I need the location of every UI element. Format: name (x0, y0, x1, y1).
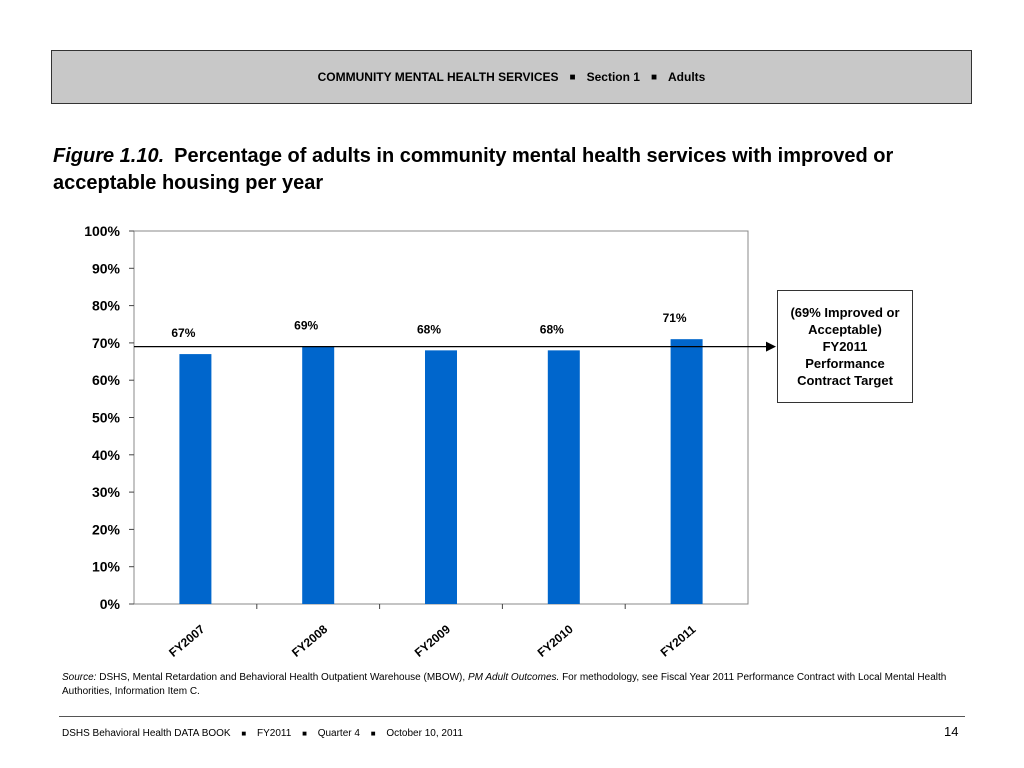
footer-quarter: Quarter 4 (317, 728, 360, 739)
footer-separator-1: ■ (241, 729, 247, 738)
header-section-name: COMMUNITY MENTAL HEALTH SERVICES (317, 70, 559, 84)
x-tick-label: FY2007 (166, 622, 207, 660)
x-tick-label: FY2009 (412, 622, 453, 660)
header-separator-2: ■ (650, 71, 657, 83)
y-tick-label: 0% (100, 596, 121, 612)
data-label: 67% (171, 326, 195, 340)
y-tick-label: 40% (92, 447, 121, 463)
footer-separator-3: ■ (370, 729, 376, 738)
data-label: 69% (294, 319, 318, 333)
x-tick-label: FY2008 (289, 622, 330, 660)
x-tick-label: FY2010 (535, 622, 576, 660)
target-arrowhead (766, 341, 776, 352)
y-tick-label: 20% (92, 521, 121, 537)
source-text-before: DSHS, Mental Retardation and Behavioral … (99, 672, 466, 683)
header-separator-1: ■ (569, 71, 576, 83)
target-annotation-text: (69% Improved or Acceptable) FY2011 Perf… (790, 305, 900, 388)
bar-fy2007 (179, 354, 212, 604)
data-label: 68% (540, 322, 564, 336)
data-label: 71% (663, 311, 687, 325)
data-label: 68% (417, 322, 441, 336)
y-tick-label: 100% (84, 223, 120, 239)
figure-title: Figure 1.10. Percentage of adults in comm… (53, 143, 933, 197)
source-note: Source: DSHS, Mental Retardation and Beh… (62, 671, 962, 699)
x-tick-label: FY2011 (658, 622, 699, 660)
y-tick-label: 50% (92, 410, 121, 426)
y-tick-label: 30% (92, 484, 121, 500)
y-tick-label: 80% (92, 298, 121, 314)
page-number: 14 (944, 724, 959, 739)
y-tick-label: 90% (92, 260, 121, 276)
bar-fy2008 (302, 346, 335, 604)
section-header: COMMUNITY MENTAL HEALTH SERVICES ■ Secti… (51, 50, 972, 104)
y-tick-label: 10% (92, 559, 121, 575)
y-tick-label: 70% (92, 335, 121, 351)
bar-fy2010 (547, 350, 580, 604)
footer-fiscal-year: FY2011 (257, 728, 292, 739)
header-section-number: Section 1 (586, 70, 640, 84)
footer-publication: DSHS Behavioral Health DATA BOOK (62, 728, 231, 739)
target-annotation-box: (69% Improved or Acceptable) FY2011 Perf… (777, 290, 913, 403)
footer-divider (59, 716, 965, 717)
bar-fy2009 (425, 350, 457, 604)
bar-fy2011 (670, 339, 703, 604)
footer-date: October 10, 2011 (386, 728, 463, 739)
footer: DSHS Behavioral Health DATA BOOK ■ FY201… (62, 728, 463, 739)
y-tick-label: 60% (92, 372, 121, 388)
footer-separator-2: ■ (302, 729, 307, 738)
figure-label: Figure 1.10. (53, 145, 165, 167)
source-text-after: For methodology, see Fiscal Year 2011 Pe… (62, 672, 947, 697)
figure-title-text: Percentage of adults in community mental… (53, 145, 894, 194)
header-audience: Adults (668, 70, 706, 84)
source-italic-ref: PM Adult Outcomes. (467, 672, 560, 683)
source-label: Source: (62, 672, 97, 683)
